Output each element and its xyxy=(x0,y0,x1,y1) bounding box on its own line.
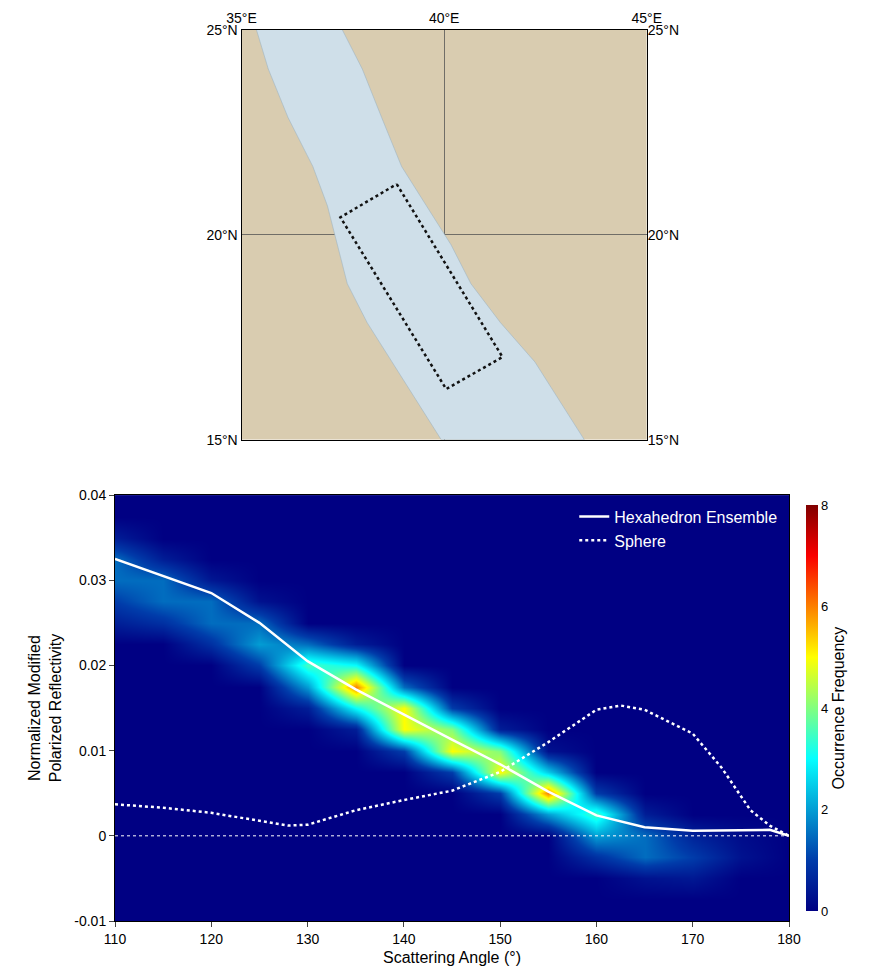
svg-text:8: 8 xyxy=(821,498,828,513)
svg-text:Hexahedron Ensemble: Hexahedron Ensemble xyxy=(614,509,777,526)
svg-text:160: 160 xyxy=(585,931,609,947)
svg-text:35°E: 35°E xyxy=(226,10,257,26)
svg-text:Sphere: Sphere xyxy=(614,532,666,549)
svg-text:6: 6 xyxy=(821,599,828,614)
svg-text:25°N: 25°N xyxy=(648,22,679,38)
svg-text:20°N: 20°N xyxy=(648,227,679,243)
svg-text:110: 110 xyxy=(104,931,127,947)
svg-text:40°E: 40°E xyxy=(429,10,460,26)
svg-text:2: 2 xyxy=(821,802,828,817)
svg-text:15°N: 15°N xyxy=(648,432,679,448)
svg-text:130: 130 xyxy=(296,931,320,947)
svg-text:180: 180 xyxy=(777,931,801,947)
svg-text:25°N: 25°N xyxy=(206,22,237,38)
svg-text:0.02: 0.02 xyxy=(79,657,106,673)
svg-text:0: 0 xyxy=(821,904,828,919)
svg-text:20°N: 20°N xyxy=(206,227,237,243)
svg-text:-0.01: -0.01 xyxy=(74,913,106,929)
svg-text:Scattering Angle (°): Scattering Angle (°) xyxy=(383,949,521,966)
svg-text:150: 150 xyxy=(488,931,512,947)
svg-text:0.04: 0.04 xyxy=(79,487,106,503)
svg-text:Occurrence Frequency: Occurrence Frequency xyxy=(830,627,847,790)
svg-text:Normalized ModifiedPolarized R: Normalized ModifiedPolarized Reflectivit… xyxy=(26,634,64,783)
svg-text:45°E: 45°E xyxy=(632,10,663,26)
svg-text:0.01: 0.01 xyxy=(79,743,106,759)
svg-text:0.03: 0.03 xyxy=(79,572,106,588)
svg-text:15°N: 15°N xyxy=(206,432,237,448)
svg-text:0: 0 xyxy=(98,828,106,844)
svg-text:120: 120 xyxy=(200,931,224,947)
svg-text:170: 170 xyxy=(681,931,705,947)
svg-text:140: 140 xyxy=(392,931,416,947)
svg-text:4: 4 xyxy=(821,701,828,716)
